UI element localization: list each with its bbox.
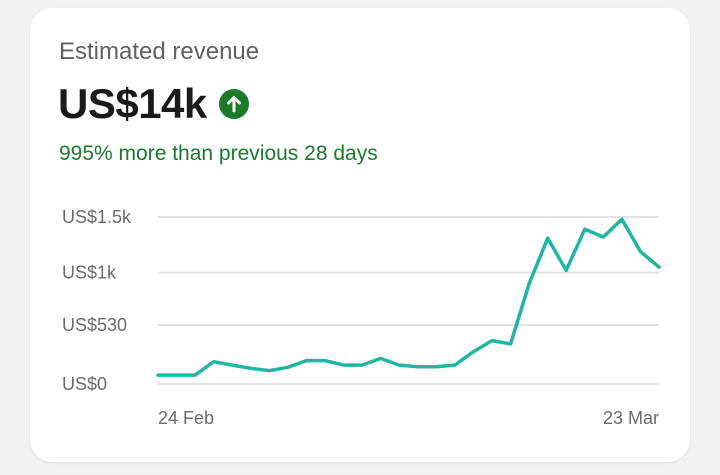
x-tick-label-end: 23 Mar	[603, 408, 659, 428]
y-tick-label-0: US$0	[62, 374, 107, 394]
arrow-up-circle-icon	[218, 89, 249, 119]
series-line-0	[156, 217, 661, 377]
revenue-card: Estimated revenue US$14k 995% more than …	[30, 8, 690, 462]
y-tick-label-2: US$1k	[62, 263, 117, 283]
y-tick-label-1: US$530	[62, 315, 127, 335]
comparison-text: 995% more than previous 28 days	[59, 142, 378, 165]
y-tick-label-3: US$1.5k	[62, 207, 132, 227]
headline: US$14k	[58, 80, 249, 128]
card-title: Estimated revenue	[59, 38, 260, 65]
x-tick-label-start: 24 Feb	[158, 408, 214, 428]
revenue-value: US$14k	[58, 80, 207, 127]
